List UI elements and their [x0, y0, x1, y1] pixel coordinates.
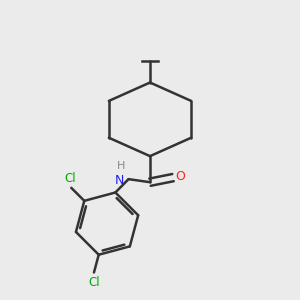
- Text: H: H: [117, 161, 125, 172]
- Text: N: N: [115, 174, 124, 187]
- Text: Cl: Cl: [64, 172, 76, 185]
- Text: Cl: Cl: [88, 276, 100, 289]
- Text: O: O: [175, 169, 185, 183]
